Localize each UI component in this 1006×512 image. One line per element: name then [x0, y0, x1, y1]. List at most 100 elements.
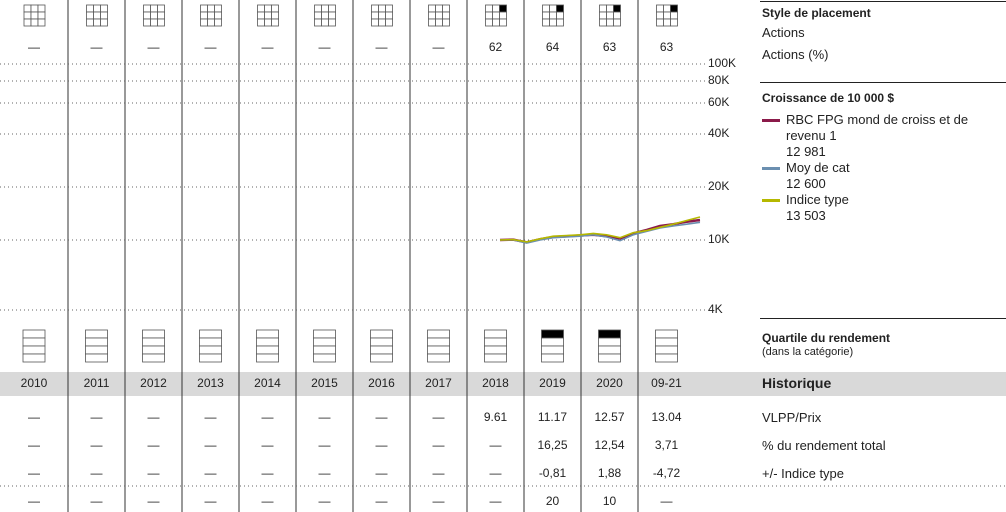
style-cell [321, 18, 329, 27]
quartile-cell [85, 345, 108, 355]
year-label: 2018 [482, 376, 509, 390]
year-label: 2019 [539, 376, 566, 390]
history-cell: 1,88 [598, 466, 622, 480]
history-cell: — [433, 494, 445, 508]
style-cell [157, 11, 165, 20]
history-cell: — [490, 438, 502, 452]
quartile-cell [484, 329, 507, 339]
quartile-cell [598, 345, 621, 355]
y-tick-label: 40K [708, 126, 729, 140]
series-line [500, 221, 701, 244]
subtitle: (dans la catégorie) [762, 346, 854, 358]
style-cell [200, 11, 208, 20]
style-cell [606, 18, 614, 27]
style-cell [663, 18, 671, 27]
equity-pct: — [91, 40, 103, 54]
style-box [23, 4, 46, 27]
style-panel: Style de placement Actions Actions (%) [762, 5, 1000, 63]
style-cell [606, 4, 614, 13]
history-cell: — [91, 438, 103, 452]
style-cell [435, 4, 443, 13]
quartile-cell [199, 353, 222, 363]
style-cell [613, 18, 621, 27]
history-cell: -0,81 [539, 466, 567, 480]
legend-swatch [762, 199, 780, 202]
style-cell [606, 11, 614, 20]
y-tick-label: 20K [708, 179, 729, 193]
style-cell [314, 18, 322, 27]
history-cell: 20 [546, 494, 560, 508]
style-cell [264, 11, 272, 20]
year-label: 2016 [368, 376, 395, 390]
quartile-cell [427, 337, 450, 347]
quartile-cell [85, 353, 108, 363]
year-label: 2013 [197, 376, 224, 390]
equity-pct: — [433, 40, 445, 54]
history-cell: — [319, 494, 331, 508]
style-box [257, 4, 279, 27]
style-cell [143, 11, 151, 20]
style-box [656, 4, 678, 27]
equity-pct: 63 [660, 40, 674, 54]
legend-label: Indice type [786, 192, 849, 207]
style-cell [656, 18, 664, 27]
style-cell [86, 18, 94, 27]
style-cell [157, 4, 165, 13]
style-cell [428, 4, 436, 13]
history-cell: 13.04 [651, 410, 681, 424]
style-cell [200, 18, 208, 27]
history-cell: 12.57 [594, 410, 624, 424]
quartile-cell [598, 329, 621, 339]
quartile-cell [256, 337, 279, 347]
equity-pct: — [262, 40, 274, 54]
style-cell [37, 11, 46, 20]
quartile-cell [22, 345, 46, 355]
quartile-cell [370, 329, 393, 339]
heading: Style de placement [762, 6, 871, 20]
style-cell [435, 18, 443, 27]
style-box [428, 4, 450, 27]
quartile-cell [655, 337, 678, 347]
style-cell [435, 11, 443, 20]
style-cell [542, 18, 550, 27]
quartile-cell [142, 337, 165, 347]
style-cell [442, 18, 450, 27]
style-cell [207, 11, 215, 20]
rule [760, 1, 1006, 2]
style-cell [271, 11, 279, 20]
year-label: 2017 [425, 376, 452, 390]
legend-value: 13 503 [786, 208, 826, 223]
y-tick-label: 100K [708, 56, 736, 70]
style-cell [207, 18, 215, 27]
history-cell: — [91, 494, 103, 508]
style-cell [670, 4, 678, 13]
history-cell: — [433, 466, 445, 480]
quartile-cell [598, 337, 621, 347]
style-cell [556, 4, 564, 13]
style-cell [257, 4, 265, 13]
style-cell [385, 18, 393, 27]
style-box [314, 4, 336, 27]
style-cell [143, 18, 151, 27]
history-cell: — [490, 466, 502, 480]
quartile-cell [370, 353, 393, 363]
history-label: VLPP/Prix [762, 410, 822, 425]
style-cell [656, 11, 664, 20]
rule [760, 318, 1006, 319]
style-cell [264, 4, 272, 13]
style-cell [257, 11, 265, 20]
quartile-cell [313, 345, 336, 355]
style-cell [542, 11, 550, 20]
history-cell: — [205, 438, 217, 452]
style-cell [143, 4, 151, 13]
legend-swatch [762, 119, 780, 122]
style-cell [30, 11, 39, 20]
quartile-cell [85, 337, 108, 347]
history-cell: — [319, 410, 331, 424]
style-cell [542, 4, 550, 13]
style-cell [23, 4, 32, 13]
style-cell [492, 11, 500, 20]
style-cell [214, 11, 222, 20]
quartile-cell [427, 353, 450, 363]
